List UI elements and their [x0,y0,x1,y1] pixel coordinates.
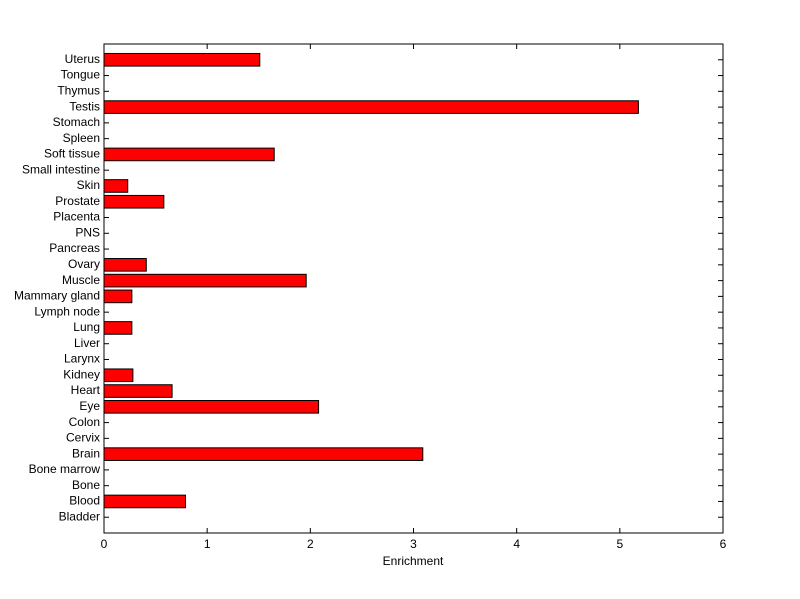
y-tick-label: Heart [71,383,101,397]
y-tick-label: Larynx [64,352,100,366]
bar [103,194,165,209]
y-tick-label: Kidney [63,367,100,381]
y-tick-label: Cervix [66,431,100,445]
bar [103,447,424,461]
y-tick-label: Muscle [62,273,100,287]
bar [103,52,261,67]
y-tick-label: Bladder [59,509,100,523]
x-tick-label: 4 [513,537,520,551]
y-tick-label: Bone [72,478,100,492]
y-tick-label: Soft tissue [44,147,100,161]
y-tick-label: Placenta [53,210,100,224]
bar [103,289,133,304]
x-tick-label: 3 [410,537,417,551]
bar [103,179,129,193]
y-tick-label: Mammary gland [14,289,100,303]
y-tick-label: Bone marrow [29,462,101,476]
x-tick-label: 5 [616,537,623,551]
y-tick-label: Uterus [65,52,100,66]
bar [103,494,187,509]
y-tick-label: Blood [69,494,100,508]
y-tick-label: Spleen [63,131,100,145]
y-tick-label: Stomach [53,115,100,129]
y-tick-label: Small intestine [22,162,100,176]
y-tick-label: Skin [77,178,100,192]
y-tick-label: Colon [69,415,100,429]
x-axis-label: Enrichment [383,554,444,568]
y-tick-label: Testis [69,99,100,113]
x-tick-label: 1 [204,537,211,551]
x-tick-label: 2 [307,537,314,551]
y-tick-label: Ovary [68,257,100,271]
x-tick-label: 6 [720,537,727,551]
y-tick-label: PNS [75,225,100,239]
bar [103,321,133,335]
bar [103,100,639,114]
bar [103,147,275,162]
y-tick-label: Prostate [55,194,100,208]
bar [103,399,320,414]
y-tick-label: Liver [74,336,100,350]
bar [103,368,134,383]
y-tick-label: Pancreas [49,241,100,255]
y-tick-label: Lymph node [34,304,100,318]
bar [103,273,307,288]
y-tick-label: Eye [79,399,100,413]
y-tick-label: Tongue [61,68,101,82]
y-tick-label: Lung [73,320,100,334]
bar [103,384,173,398]
y-tick-label: Thymus [57,83,100,97]
x-tick-label: 0 [101,537,108,551]
bar [103,258,147,272]
y-tick-label: Brain [72,446,100,460]
